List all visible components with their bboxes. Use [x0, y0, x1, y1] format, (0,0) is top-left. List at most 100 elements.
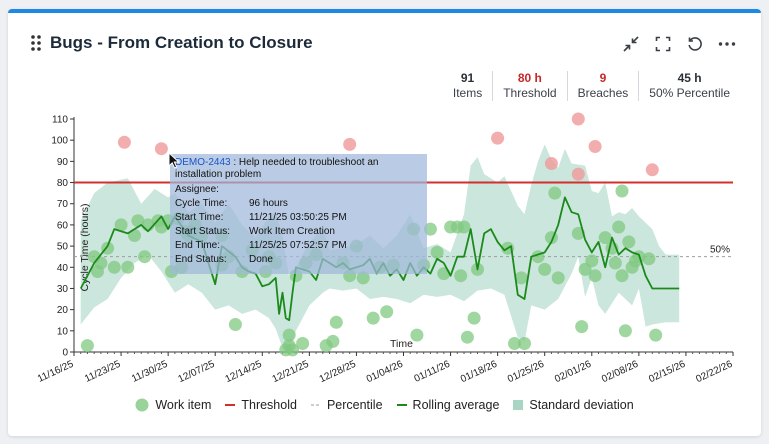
breach-item-point	[544, 157, 558, 170]
work-item-point	[518, 337, 531, 350]
chart-legend: Work item Threshold Percentile Rolling a…	[8, 398, 761, 412]
y-tick-label: 60	[57, 220, 69, 231]
y-tick-label: 100	[51, 136, 68, 147]
work-item-point	[551, 271, 565, 285]
percentile-label: 50%	[710, 245, 730, 256]
breach-item-point	[343, 137, 357, 151]
stat-label: 50% Percentile	[649, 86, 730, 100]
work-item-point	[615, 269, 629, 283]
work-item-point	[467, 311, 481, 325]
x-tick-label: 11/16/25	[36, 359, 76, 385]
x-tick-label: 12/14/25	[224, 359, 264, 386]
x-tick-label: 01/25/26	[506, 359, 546, 386]
work-item-point	[588, 269, 602, 283]
stat-percentile: 45 h 50% Percentile	[638, 71, 740, 101]
stat-label: Threshold	[503, 86, 557, 100]
work-item-point	[94, 256, 108, 270]
tooltip-key: Assignee:	[175, 184, 219, 195]
more-icon	[718, 42, 736, 46]
work-item-point	[457, 220, 471, 234]
x-tick-label: 11/23/25	[83, 359, 123, 385]
work-item-point	[329, 315, 343, 329]
x-tick-label: 02/01/26	[553, 359, 593, 386]
stat-value: 91	[460, 71, 475, 85]
stat-threshold: 80 h Threshold	[492, 71, 566, 101]
breach-item-point	[117, 135, 131, 149]
work-item-point	[282, 328, 296, 342]
work-item-point	[598, 231, 612, 245]
tooltip-value: 11/21/25 03:50:25 PM	[249, 212, 347, 223]
tooltip-row: Assignee:	[175, 183, 422, 197]
legend-work-item[interactable]: Work item	[135, 398, 211, 412]
stat-value: 9	[599, 71, 607, 85]
x-tick-label: 02/08/26	[600, 359, 640, 386]
tooltip-row: End Time: 11/25/25 07:52:57 PM	[175, 239, 422, 253]
stat-label: Items	[452, 86, 483, 100]
x-tick-label: 11/30/25	[130, 359, 170, 385]
work-item-point	[296, 337, 310, 350]
work-item-point	[618, 324, 632, 338]
stat-items: 91 Items	[443, 71, 492, 101]
legend-standard-deviation[interactable]: Standard deviation	[513, 398, 634, 412]
tooltip-key: End Status:	[175, 254, 227, 265]
breach-item-point	[491, 131, 505, 145]
collapse-button[interactable]	[620, 33, 642, 55]
stat-breaches: 9 Breaches	[566, 71, 639, 101]
work-item-point	[585, 254, 599, 268]
y-tick-label: 0	[62, 348, 68, 359]
x-tick-label: 12/28/25	[318, 359, 358, 386]
x-axis-title: Time	[390, 338, 413, 350]
tooltip-value: Work Item Creation	[249, 226, 335, 237]
work-item-point	[575, 320, 589, 334]
rolling-average-swatch-icon	[396, 404, 407, 406]
tooltip-row: Cycle Time: 96 hours	[175, 197, 422, 211]
fullscreen-button[interactable]	[652, 33, 674, 55]
breach-item-point	[571, 112, 585, 126]
work-item-point	[107, 260, 121, 274]
work-item-swatch-icon	[135, 398, 149, 412]
more-button[interactable]	[716, 33, 738, 55]
refresh-icon	[688, 37, 702, 51]
tooltip-key: Start Time:	[175, 212, 224, 223]
legend-label: Threshold	[241, 398, 297, 412]
work-item-point	[356, 271, 370, 285]
tooltip-value: 96 hours	[249, 198, 288, 209]
tooltip-item-link[interactable]: DEMO-2443	[175, 157, 231, 168]
y-tick-label: 10	[57, 326, 69, 337]
y-tick-label: 70	[57, 199, 69, 210]
work-item-point	[380, 305, 394, 319]
work-item-point	[612, 220, 626, 234]
percentile-swatch-icon	[310, 404, 321, 406]
work-item-point	[548, 186, 562, 200]
x-tick-label: 12/07/25	[177, 359, 217, 386]
drag-handle-icon[interactable]	[30, 34, 42, 52]
tooltip-value: Done	[249, 254, 273, 265]
legend-label: Standard deviation	[529, 398, 634, 412]
y-tick-label: 50	[57, 242, 69, 253]
legend-rolling-average[interactable]: Rolling average	[396, 398, 499, 412]
work-item-point	[514, 271, 528, 285]
work-item-point	[326, 334, 340, 348]
x-tick-label: 01/11/26	[413, 359, 453, 385]
legend-threshold[interactable]: Threshold	[225, 398, 297, 412]
stat-label: Breaches	[577, 86, 629, 100]
stat-value: 45 h	[677, 71, 702, 85]
tooltip-key: Start Status:	[175, 226, 231, 237]
legend-label: Percentile	[326, 398, 383, 412]
y-tick-label: 40	[57, 263, 69, 274]
work-item-point	[649, 328, 663, 342]
stat-value: 80 h	[517, 71, 542, 85]
tooltip-header: DEMO-2443 : Help needed to troubleshoot …	[175, 157, 379, 180]
work-item-tooltip: DEMO-2443 : Help needed to troubleshoot …	[170, 154, 427, 274]
work-item-point	[410, 328, 424, 342]
fullscreen-icon	[655, 36, 671, 52]
work-item-point	[622, 235, 636, 249]
stats-bar: 91 Items 80 h Threshold 9 Breaches 45 h …	[443, 71, 740, 101]
widget-title: Bugs - From Creation to Closure	[50, 33, 313, 52]
work-item-point	[228, 318, 242, 331]
work-item-point	[508, 337, 521, 350]
legend-percentile[interactable]: Percentile	[310, 398, 383, 412]
refresh-button[interactable]	[684, 33, 706, 55]
work-item-point	[80, 339, 94, 353]
tooltip-row: End Status: Done	[175, 253, 422, 267]
